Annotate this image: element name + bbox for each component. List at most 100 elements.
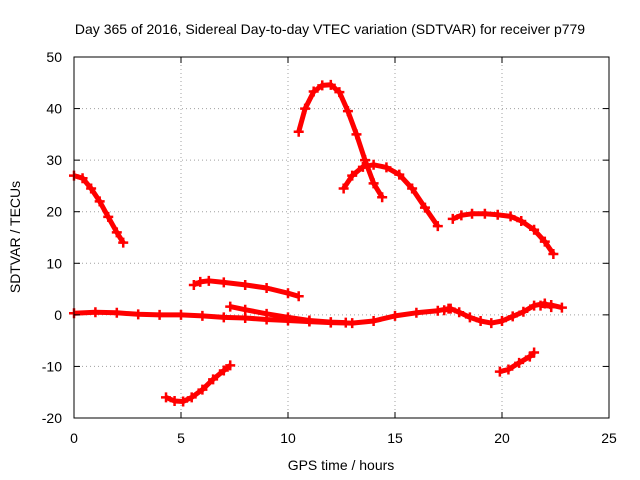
data-point [390,310,400,321]
y-tick-label: -20 [42,410,62,426]
y-tick-label: 40 [46,101,62,117]
data-point [261,308,272,319]
data-point [111,227,122,238]
data-point [283,312,293,323]
y-axis-label: SDTVAR / TECUs [7,181,23,293]
data-point [539,236,550,247]
data-point [103,211,114,222]
series-arc-6 [296,82,385,199]
data-point [479,208,490,219]
data-point [351,129,362,140]
data-point [240,279,251,290]
x-tick-label: 0 [70,430,78,446]
data-point [293,291,304,302]
series-arc-5-markers [225,301,351,328]
plot-frame [73,56,610,419]
data-point [240,304,251,315]
data-point [325,79,336,90]
data-point [516,215,527,226]
data-point [94,196,105,207]
y-tick-label: 30 [46,152,62,168]
chart-title: Day 365 of 2016, Sidereal Day-to-day VTE… [75,21,585,37]
data-point [546,300,557,311]
data-point [195,276,206,287]
series-arc-9-markers [447,208,559,260]
data-point [77,173,88,184]
y-tick-label: 50 [46,49,62,65]
data-point [456,210,467,221]
data-point [308,86,319,97]
data-point [368,159,379,170]
series-arc-7 [341,162,440,228]
data-point [357,161,368,172]
data-point [325,317,336,328]
data-point [368,316,379,327]
data-point [394,169,405,180]
data-point [188,279,199,290]
x-tick-label: 20 [494,430,510,446]
series-arc-11-markers [535,300,567,313]
data-point [154,309,165,320]
data-point [133,309,144,320]
data-point [445,303,456,314]
series-arc-2-markers [161,360,236,407]
x-tick-label: 25 [601,430,617,446]
data-point [111,307,122,318]
data-point [334,87,345,98]
data-point [218,277,229,288]
data-point [454,307,465,318]
series-arc-6-markers [293,79,388,203]
data-point [197,310,208,321]
data-point [518,306,529,317]
data-point [203,275,214,286]
data-point [377,192,388,203]
data-point [90,307,101,318]
data-point [360,155,371,166]
data-point [381,162,392,173]
y-tick-labels: -20 -10 0 10 20 30 40 50 [42,49,62,426]
y-tick-label: -10 [42,358,62,374]
y-tick-label: 20 [46,204,62,220]
data-point [411,307,422,318]
data-point [407,183,418,194]
data-point [432,221,443,232]
data-point [529,347,540,358]
data-point [475,316,486,327]
x-tick-labels: 0 5 10 15 20 25 [70,430,617,446]
data-point [283,288,293,299]
data-point [118,237,129,248]
data-point [507,311,518,322]
data-point [529,224,540,235]
data-point [338,183,349,194]
series-arc-9 [451,211,556,256]
data-point [368,178,379,189]
data-point [439,305,450,316]
data-point [535,300,546,311]
x-tick-label: 5 [177,430,185,446]
x-tick-label: 10 [280,430,296,446]
data-point [556,302,567,313]
data-point [486,318,497,329]
x-axis-label: GPS time / hours [288,457,395,473]
data-point [497,316,507,327]
data-point [347,170,358,181]
data-point [467,208,478,219]
data-point [161,392,172,403]
data-point [218,312,229,323]
data-point [218,365,229,376]
data-point [300,103,311,114]
data-point [186,392,197,403]
data-point [304,315,315,326]
x-tick-label: 15 [387,430,403,446]
data-point [225,301,236,312]
data-point [197,384,208,395]
y-tick-label: 0 [54,307,62,323]
series-arc-3-markers [188,275,304,302]
data-point [293,126,304,137]
data-point [492,209,503,220]
data-point [464,312,475,323]
data-point [514,357,525,368]
data-point [505,211,516,222]
data-point [261,283,272,294]
